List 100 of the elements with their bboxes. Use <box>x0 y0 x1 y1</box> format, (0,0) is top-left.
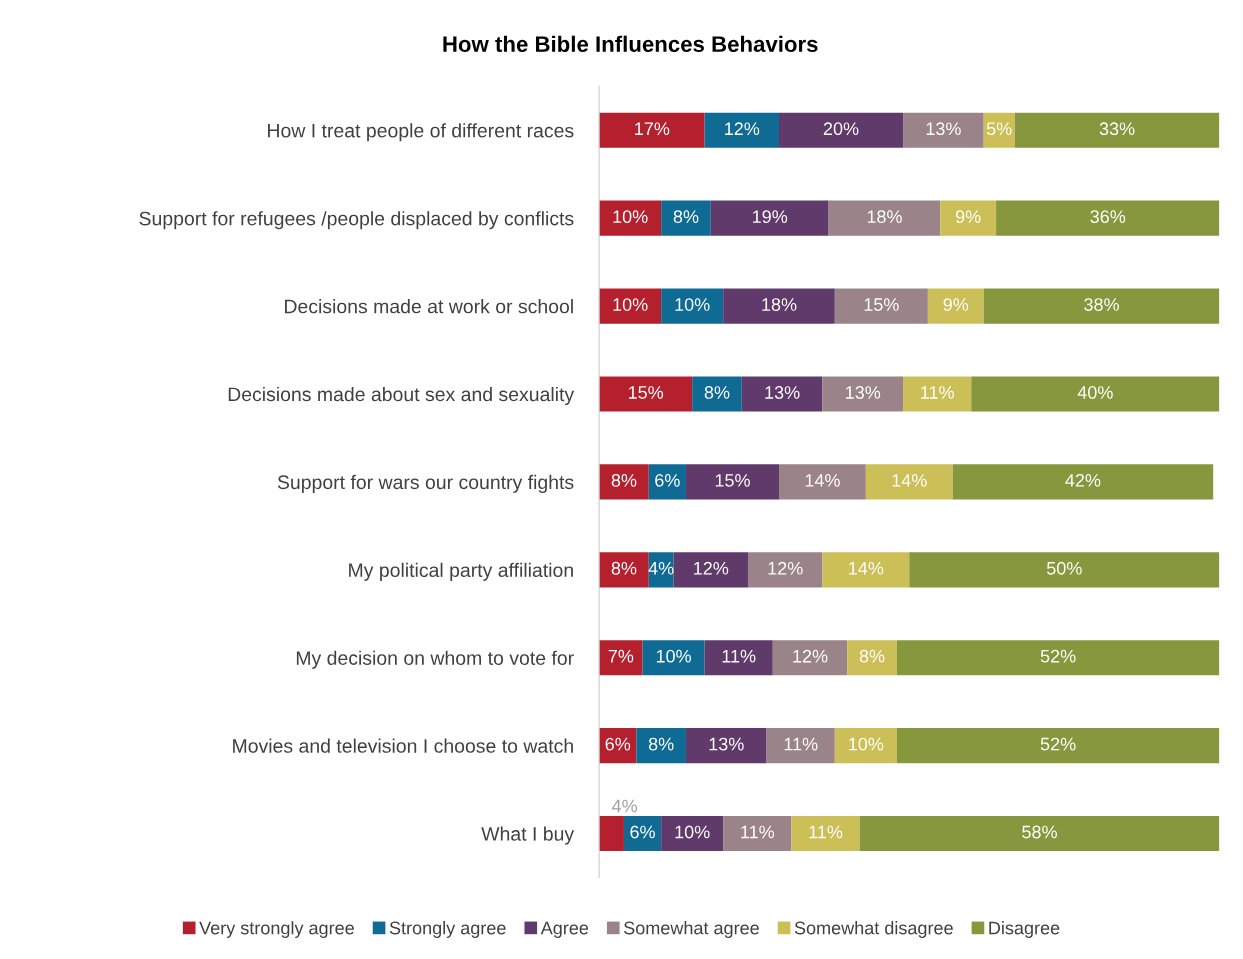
bar <box>648 464 686 500</box>
y-tick-label: How I treat people of different races <box>268 123 574 142</box>
bar <box>822 376 904 412</box>
data-label: 11% <box>921 386 954 399</box>
bar <box>599 376 693 412</box>
data-label: 14% <box>805 474 840 487</box>
data-label: 18% <box>762 298 797 311</box>
bar <box>723 288 835 324</box>
data-label: 52% <box>1040 737 1076 751</box>
bar <box>952 464 1214 500</box>
data-label: 36% <box>1090 210 1126 224</box>
bar <box>834 288 928 324</box>
data-label: 15% <box>864 298 899 311</box>
data-label: 6% <box>630 825 655 839</box>
bar <box>909 552 1220 588</box>
data-label: 12% <box>694 561 729 575</box>
data-label: 6% <box>655 473 680 487</box>
bar <box>661 815 724 852</box>
data-label: 10% <box>675 298 710 311</box>
data-label: 11% <box>809 825 843 839</box>
bar <box>692 376 742 412</box>
data-label: 17% <box>635 122 670 136</box>
bar <box>927 288 984 324</box>
bar <box>983 112 1015 148</box>
data-label: 38% <box>1084 298 1119 311</box>
bar <box>791 815 860 852</box>
bar <box>599 112 705 148</box>
bar <box>779 464 866 500</box>
y-tick-label: Movies and television I choose to watch <box>233 738 573 753</box>
y-tick-label: Decisions made about sex and sexuality <box>228 386 575 406</box>
data-label: 13% <box>846 386 881 399</box>
bar <box>747 552 823 588</box>
bar <box>828 200 941 236</box>
data-label: 14% <box>849 561 884 575</box>
data-label: 50% <box>1046 561 1082 575</box>
data-label: 10% <box>849 737 884 751</box>
bar <box>834 728 897 764</box>
bar <box>710 200 829 236</box>
data-label: 12% <box>793 649 828 663</box>
data-label: 20% <box>823 122 859 136</box>
data-label: 9% <box>943 298 969 311</box>
data-label: 18% <box>867 210 902 224</box>
bar <box>896 728 1220 764</box>
data-label: 15% <box>715 474 750 487</box>
bar <box>983 288 1220 324</box>
data-label: 7% <box>608 649 634 663</box>
data-label: 13% <box>709 737 744 751</box>
data-label: 40% <box>1077 386 1113 399</box>
data-label: 13% <box>926 122 961 136</box>
data-label: 19% <box>753 210 788 224</box>
data-label: 12% <box>725 122 760 136</box>
bar <box>636 728 686 764</box>
data-label: 11% <box>722 649 756 663</box>
legend-label: Strongly agree <box>389 921 506 938</box>
data-label: 8% <box>611 473 637 487</box>
data-label: 58% <box>1022 825 1057 839</box>
bar <box>741 376 823 412</box>
bar <box>779 112 904 148</box>
data-label: 9% <box>955 210 981 224</box>
data-label: 13% <box>765 386 800 399</box>
bar <box>723 815 792 852</box>
bar <box>822 552 910 588</box>
y-tick-label: My decision on whom to vote for <box>296 650 574 669</box>
y-tick-label: Decisions made at work or school <box>285 299 573 314</box>
bar <box>599 200 662 236</box>
y-tick-label: Support for wars our country fights <box>277 474 574 493</box>
data-label: 6% <box>605 737 631 751</box>
bar <box>1014 112 1220 148</box>
data-label: 8% <box>859 649 885 663</box>
data-label: 11% <box>741 825 775 839</box>
data-label: 8% <box>611 561 637 575</box>
bar <box>903 112 984 148</box>
y-tick-label: My political party affiliation <box>349 562 573 581</box>
data-label: 8% <box>673 210 699 224</box>
data-label: 10% <box>675 825 710 839</box>
data-label: 15% <box>628 386 664 399</box>
bar <box>685 464 779 500</box>
data-label: 14% <box>892 474 927 487</box>
data-label: 10% <box>656 649 691 663</box>
legend-label: Somewhat agree <box>624 921 759 938</box>
data-label: 8% <box>704 386 730 399</box>
bar <box>623 815 662 852</box>
bar <box>599 640 643 676</box>
bar <box>599 552 649 588</box>
legend-label: Disagree <box>989 921 1060 938</box>
bar <box>772 640 848 676</box>
bar <box>599 288 662 324</box>
data-label: 10% <box>613 298 648 311</box>
bar <box>642 640 705 676</box>
data-label: 52% <box>1040 649 1076 663</box>
data-label: 10% <box>613 210 648 224</box>
legend-label: Somewhat disagree <box>794 921 953 938</box>
data-label: 11% <box>784 737 818 751</box>
y-tick-label: Support for refugees /people displaced by conflicts <box>139 211 574 230</box>
bar <box>673 552 748 588</box>
bar <box>661 288 724 324</box>
bar <box>847 640 897 676</box>
data-label: 42% <box>1065 473 1101 487</box>
y-tick-label: What I buy <box>481 826 575 845</box>
bar <box>996 200 1220 236</box>
